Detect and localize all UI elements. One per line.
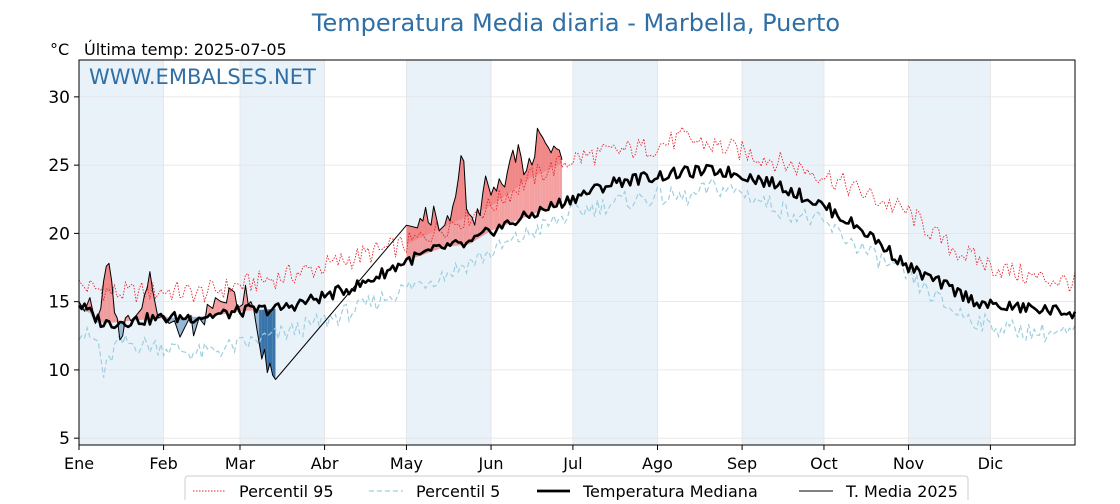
anomaly-fill-above — [144, 287, 148, 320]
anomaly-fill-above — [553, 146, 557, 168]
x-tick-label: May — [390, 454, 423, 473]
anomaly-fill-above — [229, 287, 235, 314]
anomaly-fill-above — [433, 206, 437, 232]
legend-label-median: Temperatura Mediana — [582, 482, 758, 500]
series-lines — [77, 126, 1077, 380]
anomaly-fill-above — [493, 186, 497, 205]
anomaly-fill-above — [125, 315, 129, 322]
anomaly-fill-below — [267, 309, 271, 373]
anomaly-fill-below — [119, 321, 123, 340]
anomaly-fill-above — [523, 170, 527, 183]
anomaly-fill-above — [556, 148, 560, 166]
anomaly-fill-above — [466, 208, 470, 245]
x-tick-label: Dic — [978, 454, 1004, 473]
anomaly-fill-above — [491, 186, 494, 207]
y-tick-label: 15 — [48, 293, 70, 313]
series-line-median — [77, 163, 1077, 330]
anomaly-fill-above — [507, 159, 511, 195]
anomaly-fill-below — [270, 309, 273, 376]
anomaly-fill-above — [488, 185, 492, 208]
plot-frame — [78, 59, 1076, 446]
anomaly-fill-above — [452, 196, 456, 223]
anomaly-fill-above — [531, 156, 535, 178]
anomaly-fill-above — [207, 304, 213, 316]
anomaly-fill-above — [422, 207, 426, 237]
anomaly-fill-above — [458, 155, 462, 221]
y-tick-label: 25 — [48, 156, 70, 176]
series-line-current — [78, 127, 563, 380]
anomaly-fill-below — [264, 309, 268, 373]
x-tick-label: Mar — [225, 454, 256, 473]
anomaly-fill-above — [515, 144, 519, 189]
x-tick-label: Jul — [562, 454, 582, 473]
anomaly-fill-above — [469, 214, 472, 245]
anomaly-fill-above — [482, 176, 486, 210]
anomaly-fill-above — [455, 178, 459, 222]
anomaly-fill-above — [545, 143, 549, 172]
anomaly-fill-above — [548, 147, 552, 170]
anomaly-fill-below — [179, 317, 186, 338]
last-temp-label: Última temp: 2025-07-05 — [84, 40, 287, 59]
anomaly-fill-above — [540, 133, 543, 174]
x-tick-label: Nov — [893, 454, 924, 473]
anomaly-fill-below — [256, 309, 260, 343]
legend-label-p5: Percentil 5 — [416, 482, 500, 500]
anomaly-fill-above — [526, 158, 530, 181]
month-band-ene — [79, 60, 164, 445]
legend-label-current: T. Media 2025 — [845, 482, 958, 500]
anomaly-fill-above — [496, 178, 500, 203]
anomaly-fill-above — [529, 158, 532, 179]
month-band-jul — [572, 60, 658, 445]
x-tick-label: Oct — [810, 454, 838, 473]
y-tick-label: 30 — [48, 88, 70, 108]
month-band-sep — [742, 60, 824, 445]
watermark: WWW.EMBALSES.NET — [89, 65, 316, 89]
legend-label-p95: Percentil 95 — [239, 482, 334, 500]
legend: Percentil 95 Percentil 5 Temperatura Med… — [184, 475, 969, 504]
anomaly-fill-above — [428, 222, 432, 235]
month-band-mar — [239, 60, 325, 445]
anomaly-fill-above — [439, 225, 445, 230]
anomaly-fill-above — [425, 207, 429, 236]
x-axis: Ene Feb Mar Abr May Jun Jul Ago Sep Oct Nov Dic — [64, 445, 1003, 473]
anomaly-fill-above — [501, 184, 505, 199]
y-tick-label: 20 — [48, 224, 70, 244]
anomaly-fill-above — [215, 297, 221, 316]
x-tick-label: Ene — [64, 454, 94, 473]
anomaly-fill-above — [542, 137, 546, 173]
anomaly-fill-above — [510, 150, 513, 193]
anomaly-fill-above — [406, 225, 418, 245]
anomaly-fill-below — [272, 308, 276, 380]
y-tick-label: 5 — [59, 429, 70, 449]
y-tick-label: 10 — [48, 361, 70, 381]
series-line-p5 — [78, 177, 1076, 378]
unit-label: °C — [50, 40, 69, 59]
anomaly-fill-above — [141, 294, 145, 320]
month-bands — [79, 60, 991, 445]
chart-title: Temperatura Media diaria - Marbella, Pue… — [311, 9, 840, 37]
legend-box — [184, 475, 969, 504]
anomaly-fill-below — [84, 308, 90, 313]
anomaly-fill-above — [477, 208, 481, 240]
x-tick-label: Sep — [727, 454, 757, 473]
x-tick-label: Jun — [478, 454, 504, 473]
x-tick-label: Abr — [311, 454, 339, 473]
anomaly-fill-above — [439, 225, 445, 249]
y-axis: 5 10 15 20 25 30 — [48, 88, 79, 449]
x-tick-label: Feb — [149, 454, 177, 473]
anomaly-fill-above — [461, 155, 464, 220]
anomaly-fill-above — [106, 263, 110, 292]
anomaly-fill-above — [523, 170, 527, 218]
anomaly-fill-above — [474, 208, 478, 241]
anomaly-fill-above — [537, 128, 541, 175]
x-tick-label: Ago — [642, 454, 673, 473]
